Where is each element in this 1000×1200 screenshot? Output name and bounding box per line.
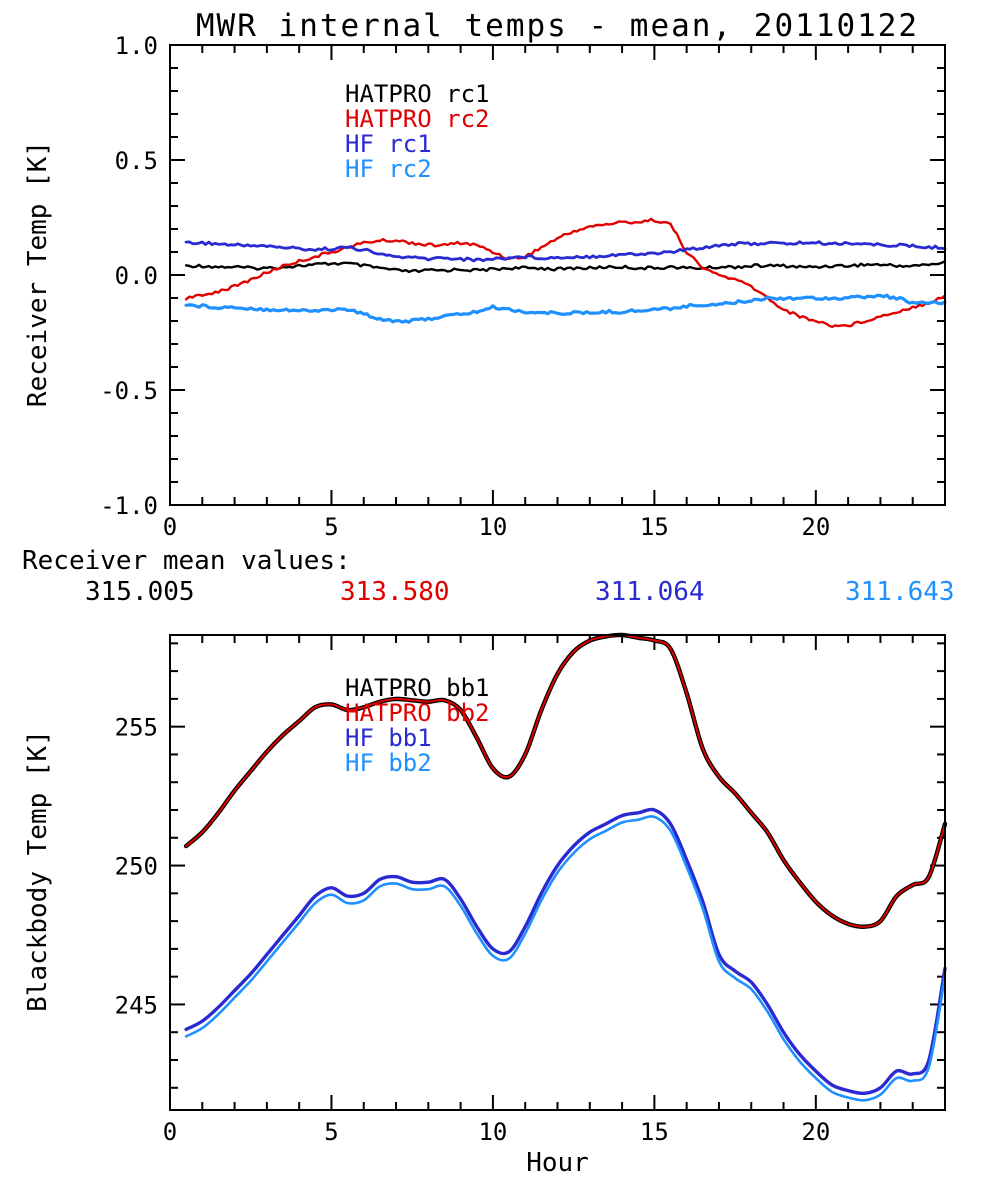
legend-item-hatpro-bb2: HATPRO bb2 <box>345 699 490 727</box>
receiver-legend: HATPRO rc1 HATPRO rc2 HF rc1 HF rc2 <box>345 82 490 182</box>
mean-value-hf-rc1: 311.064 <box>595 577 705 607</box>
mean-values-caption: Receiver mean values: <box>22 546 351 576</box>
series-line-hatpro-bb1 <box>183 632 948 929</box>
legend-item-hf-rc2: HF rc2 <box>345 155 432 183</box>
series-line-hf-bb1 <box>184 807 947 1096</box>
tick-label: 0.0 <box>115 262 158 290</box>
tick-label: 5 <box>324 1118 338 1146</box>
tick-label: 0.5 <box>115 147 158 175</box>
legend-item-hf-bb1: HF bb1 <box>345 724 432 752</box>
mean-value-hf-rc2: 311.643 <box>845 577 955 607</box>
legend-item-hatpro-bb1: HATPRO bb1 <box>345 674 490 702</box>
tick-label: 255 <box>115 714 158 742</box>
series-line-hf-bb2 <box>184 815 947 1102</box>
plot-frame <box>169 634 946 1111</box>
series-line-hatpro-bb2 <box>185 633 946 928</box>
x-axis-label: Hour <box>526 1148 589 1178</box>
figure-title: MWR internal temps - mean, 20110122 <box>195 8 920 44</box>
series-line-hatpro-rc1 <box>184 260 947 274</box>
tick-label: 5 <box>324 513 338 541</box>
tick-label: 20 <box>801 1118 830 1146</box>
tick-label: -0.5 <box>100 377 158 405</box>
mean-value-hatpro-rc1: 315.005 <box>85 577 195 607</box>
mean-value-hatpro-rc2: 313.580 <box>340 577 450 607</box>
series-line-hf-rc2 <box>184 293 947 324</box>
plot-frame <box>169 44 946 506</box>
tick-label: 20 <box>801 513 830 541</box>
receiver-plot: 0 5 10 15 20 1.0 0.5 0.0 -0.5 -1.0 <box>100 32 947 541</box>
blackbody-y-axis-label: Blackbody Temp [K] <box>23 730 53 1012</box>
series-line-hf-rc1 <box>184 240 947 263</box>
tick-label: 245 <box>115 991 158 1019</box>
tick-label: 250 <box>115 853 158 881</box>
legend-item-hf-bb2: HF bb2 <box>345 749 432 777</box>
tick-label: 10 <box>478 1118 507 1146</box>
legend-item-hatpro-rc1: HATPRO rc1 <box>345 80 490 108</box>
series-line-hatpro-rc2 <box>184 217 947 329</box>
tick-label: 15 <box>640 1118 669 1146</box>
legend-item-hatpro-rc2: HATPRO rc2 <box>345 105 490 133</box>
tick-label: 10 <box>478 513 507 541</box>
legend-item-hf-rc1: HF rc1 <box>345 130 432 158</box>
tick-label: 0 <box>163 1118 177 1146</box>
receiver-y-axis-label: Receiver Temp [K] <box>23 140 53 408</box>
blackbody-legend: HATPRO bb1 HATPRO bb2 HF bb1 HF bb2 <box>345 676 490 776</box>
tick-label: -1.0 <box>100 492 158 520</box>
tick-label: 15 <box>640 513 669 541</box>
blackbody-plot: 0 5 10 15 20 255 250 245 <box>115 632 948 1146</box>
tick-label: 0 <box>163 513 177 541</box>
tick-label: 1.0 <box>115 32 158 60</box>
